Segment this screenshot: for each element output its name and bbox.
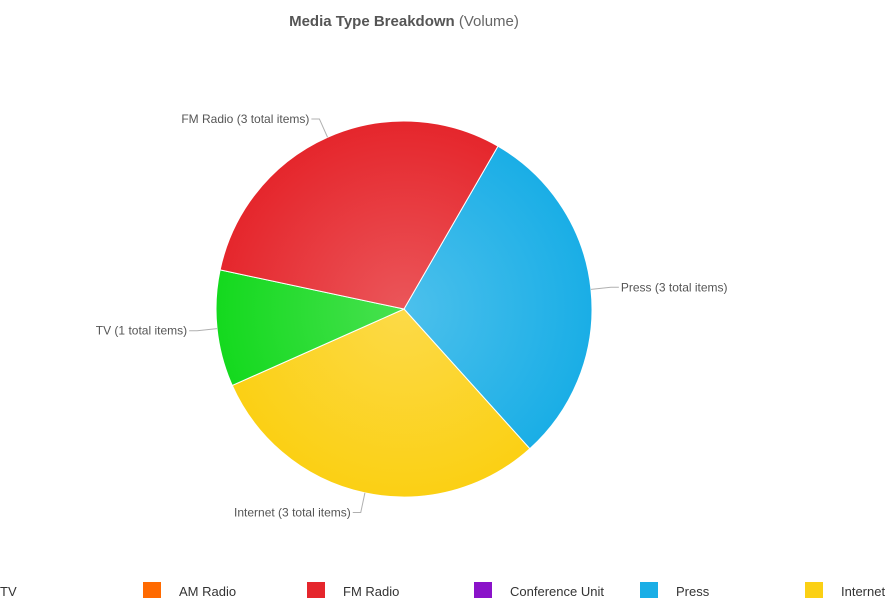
slice-connector-internet [352,492,366,513]
slice-label-tv: TV (1 total items) [96,324,187,338]
legend-label-fm-radio: FM Radio [343,584,400,599]
slice-label-internet: Internet (3 total items) [234,505,351,519]
chart-subtitle: (Volume) [458,13,519,30]
legend-label-conference-unit: Conference Unit [510,584,604,599]
slice-label-fm-radio: FM Radio (3 total items) [181,112,309,126]
legend-swatch-internet [805,582,823,598]
legend-swatch-conference-unit [474,582,492,598]
slice-connectors [189,118,619,513]
legend-label-press: Press [676,584,710,599]
slice-labels: Press (3 total items) Internet (3 total i… [96,112,728,519]
chart-title: Media Type Breakdown (Volume) [0,13,808,30]
slice-connector-press [590,286,619,290]
slice-connector-tv [189,328,218,332]
pie-slice-tv[interactable] [215,269,406,387]
legend: TV AM Radio FM Radio Conference Unit Press In… [0,582,891,599]
legend-label-internet: Internet [841,584,886,599]
slice-label-press: Press (3 total items) [621,280,728,294]
legend-label-tv: TV [0,584,17,599]
pie-chart-svg: Press (3 total items) Internet (3 total i… [96,112,728,519]
legend-swatch-press [640,582,658,598]
legend-label-am-radio: AM Radio [179,584,237,599]
legend-swatch-am-radio [143,582,161,598]
pie-slices [215,120,593,498]
slice-connector-fm-radio [311,118,328,138]
legend-swatch-fm-radio [307,582,325,598]
chart-title-main: Media Type Breakdown [289,13,455,30]
